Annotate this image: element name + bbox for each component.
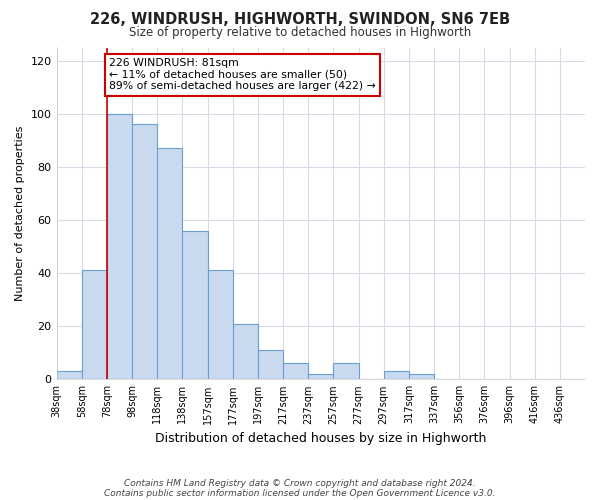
Bar bbox=[233, 324, 258, 380]
Text: Contains HM Land Registry data © Crown copyright and database right 2024.: Contains HM Land Registry data © Crown c… bbox=[124, 478, 476, 488]
Y-axis label: Number of detached properties: Number of detached properties bbox=[15, 126, 25, 301]
Bar bbox=[132, 124, 157, 380]
Bar bbox=[82, 270, 107, 380]
Bar bbox=[258, 350, 283, 380]
Text: Contains public sector information licensed under the Open Government Licence v3: Contains public sector information licen… bbox=[104, 488, 496, 498]
Bar bbox=[283, 364, 308, 380]
X-axis label: Distribution of detached houses by size in Highworth: Distribution of detached houses by size … bbox=[155, 432, 487, 445]
Bar bbox=[107, 114, 132, 380]
Bar bbox=[383, 372, 409, 380]
Bar bbox=[157, 148, 182, 380]
Bar bbox=[56, 372, 82, 380]
Bar bbox=[182, 230, 208, 380]
Bar bbox=[409, 374, 434, 380]
Text: Size of property relative to detached houses in Highworth: Size of property relative to detached ho… bbox=[129, 26, 471, 39]
Text: 226 WINDRUSH: 81sqm
← 11% of detached houses are smaller (50)
89% of semi-detach: 226 WINDRUSH: 81sqm ← 11% of detached ho… bbox=[109, 58, 376, 92]
Text: 226, WINDRUSH, HIGHWORTH, SWINDON, SN6 7EB: 226, WINDRUSH, HIGHWORTH, SWINDON, SN6 7… bbox=[90, 12, 510, 28]
Bar bbox=[208, 270, 233, 380]
Bar bbox=[334, 364, 359, 380]
Bar bbox=[308, 374, 334, 380]
